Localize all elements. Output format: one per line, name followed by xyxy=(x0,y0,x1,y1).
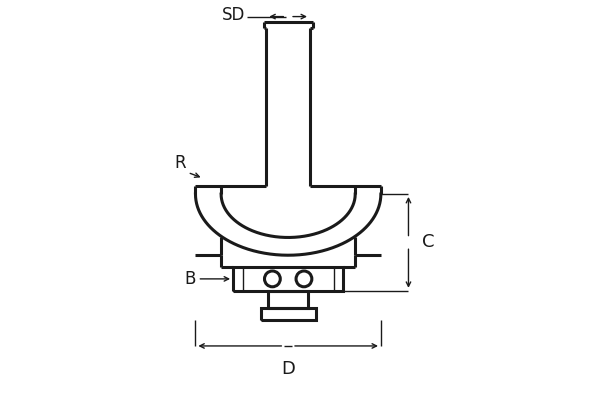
Text: SD: SD xyxy=(221,6,245,24)
Text: R: R xyxy=(174,154,185,172)
Text: B: B xyxy=(184,270,196,288)
Text: D: D xyxy=(281,360,295,378)
Text: C: C xyxy=(422,233,435,251)
